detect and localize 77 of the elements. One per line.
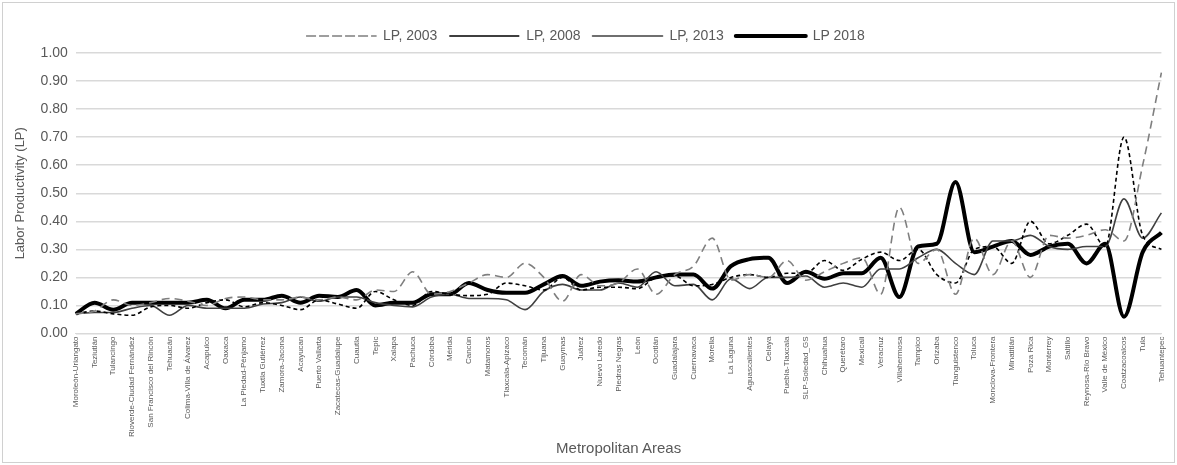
x-tick-label: Guadalajara [669, 335, 679, 381]
y-tick-label: 0.80 [40, 99, 69, 116]
x-tick-label: Puebla-Tlaxcala [782, 335, 792, 394]
x-tick-label: Cuautla [351, 335, 361, 365]
x-tick-label: Cuernavaca [688, 335, 698, 380]
x-tick-label: Minatitlán [1006, 336, 1016, 371]
x-tick-label: Tepic [370, 336, 380, 356]
x-tick-label: Colima-Villa de Álvarez [183, 336, 193, 420]
x-tick-label: La Piedad-Pénjamo [239, 335, 249, 407]
y-axis-title: Labor Productivity (LP) [12, 127, 28, 260]
x-tick-label: Moroleón-Uriangato [71, 335, 81, 408]
x-tick-label: Monterrey [1044, 336, 1054, 373]
x-tick-label: Puerto Vallarta [314, 335, 324, 389]
x-tick-label: Pachuca [407, 335, 417, 368]
x-tick-label: Tijuana [538, 335, 548, 363]
x-tick-label: SLP-Soledad_GS [800, 336, 810, 400]
x-tick-label: Villahermosa [894, 335, 904, 383]
x-tick-label: Saltillo [1063, 335, 1073, 361]
x-tick-label: Aguascalientes [744, 336, 754, 391]
y-tick-label: 0.90 [40, 71, 69, 88]
x-tick-label: Coatzacoalcos [1119, 336, 1129, 389]
x-tick-label: Matamoros [482, 336, 492, 377]
x-tick-label: Orizaba [932, 335, 942, 365]
x-tick-label: Tehuacán [164, 336, 174, 372]
x-tick-label: Morelia [707, 335, 717, 363]
x-tick-label: Acapulco [202, 335, 212, 370]
x-tick-label: Reynosa-Río Bravo [1081, 335, 1091, 407]
legend-label: LP 2018 [812, 26, 865, 43]
x-tick-label: Veracruz [875, 336, 885, 369]
x-tick-label: Piedras Negras [613, 336, 623, 392]
y-tick-label: 0.20 [40, 268, 69, 285]
x-tick-label: Tianguistenco [950, 335, 960, 387]
x-tick-label: Ocotlán [651, 336, 661, 365]
x-tick-label: Acayucan [295, 336, 305, 372]
x-tick-label: Guaymas [557, 336, 567, 371]
x-tick-label: Poza Rica [1025, 335, 1035, 373]
x-tick-label: Mérida [445, 335, 455, 361]
x-tick-label: Córdoba [426, 335, 436, 368]
x-tick-label: Mexicali [857, 336, 867, 366]
legend-label: LP, 2013 [669, 26, 724, 43]
y-tick-label: 0.50 [40, 184, 69, 201]
x-tick-label: Tulancingo [108, 335, 118, 376]
x-tick-label: Cancún [464, 336, 474, 365]
x-tick-label: Querétaro [838, 335, 848, 373]
x-tick-label: Tecomán [520, 336, 530, 369]
x-axis-title: Metropolitan Areas [556, 439, 682, 457]
x-tick-label: Monclova-Frontera [988, 335, 998, 404]
x-tick-label: Valle de México [1100, 335, 1110, 393]
x-tick-label: Teziutlán [89, 336, 99, 369]
x-tick-label: Nuevo Laredo [595, 335, 605, 387]
line-series [75, 71, 1163, 315]
y-tick-label: 0.70 [40, 128, 69, 145]
x-tick-label: Tampico [913, 335, 923, 367]
x-tick-label: Tula [1137, 335, 1147, 352]
y-tick-label: 0.30 [40, 240, 69, 257]
y-tick-label: 0.60 [40, 156, 69, 173]
x-tick-label: Rioverde-Ciudad Fernández [127, 336, 137, 437]
x-tick-label: León [632, 336, 642, 355]
y-tick-label: 0.10 [40, 296, 69, 313]
y-tick-label: 1.00 [40, 43, 69, 60]
x-tick-label: Oaxaca [220, 335, 230, 365]
x-tick-label: Zamora-Jacona [276, 335, 286, 393]
x-tick-label: San Francisco del Rincón [145, 336, 155, 428]
x-tick-label: Juárez [576, 336, 586, 361]
x-tick-label: Xalapa [389, 335, 399, 362]
x-tick-label: Zacatecas-Guadalupe [333, 335, 343, 416]
legend-label: LP, 2008 [526, 26, 581, 43]
x-tick-label: Tlaxcala-Apizaco [501, 335, 511, 398]
x-tick-label: Toluca [969, 335, 979, 360]
y-tick-label: 0.40 [40, 212, 69, 229]
x-tick-label: Tuxtla Gutiérrez [258, 336, 268, 394]
legend-label: LP, 2003 [383, 26, 438, 43]
x-tick-label: Celaya [763, 335, 773, 362]
x-tick-label: Tehuantepec [1156, 336, 1166, 383]
x-tick-label: La Laguna [726, 335, 736, 375]
y-tick-label: 0.00 [40, 324, 69, 341]
x-tick-label: Chihuahua [819, 335, 829, 376]
